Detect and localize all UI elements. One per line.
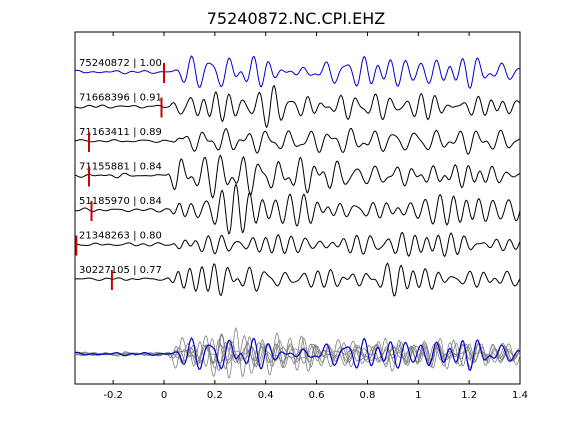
trace-waveform-21348263: [74, 231, 521, 258]
stack-overlay-trace: [74, 326, 521, 379]
trace-waveform-30227105: [75, 262, 521, 297]
x-tick-label: 1.4: [512, 390, 528, 401]
trace-waveform-51185970: [74, 182, 521, 235]
x-tick-label: 1.2: [461, 390, 477, 401]
trace-waveform-71163411: [74, 127, 521, 156]
x-axis-ticks: -0.2 0 0.2 0.4 0.6 0.8 1 1.2 1.4: [103, 32, 528, 401]
trace-waveform-71668396: [74, 84, 521, 129]
chart-title: 75240872.NC.CPI.EHZ: [207, 9, 386, 28]
traces-layer: [74, 55, 521, 297]
x-tick-label: 0.8: [359, 390, 375, 401]
x-tick-label: 0.2: [207, 390, 223, 401]
trace-label-30227105: 30227105 | 0.77: [79, 265, 162, 276]
x-tick-label: 0.6: [309, 390, 325, 401]
trace-labels: 75240872 | 1.00 71668396 | 0.91 71163411 |…: [79, 58, 162, 276]
stacked-overlay: [74, 326, 521, 379]
trace-label-51185970: 51185970 | 0.84: [79, 196, 162, 207]
plot-frame: [74, 31, 521, 385]
trace-waveform-75240872: [74, 55, 521, 90]
trace-label-71163411: 71163411 | 0.89: [79, 127, 162, 138]
trace-label-71155881: 71155881 | 0.84: [79, 162, 162, 173]
trace-label-75240872: 75240872 | 1.00: [79, 58, 162, 69]
trace-waveform-71155881: [74, 154, 521, 199]
pick-markers: [75, 63, 165, 290]
x-tick-label: 1: [415, 390, 421, 401]
trace-label-71668396: 71668396 | 0.91: [79, 93, 162, 104]
x-tick-label: -0.2: [103, 390, 123, 401]
x-tick-label: 0: [161, 390, 167, 401]
stack-reference-trace: [74, 337, 521, 372]
trace-label-21348263: 21348263 | 0.80: [79, 231, 162, 242]
x-tick-label: 0.4: [258, 390, 274, 401]
